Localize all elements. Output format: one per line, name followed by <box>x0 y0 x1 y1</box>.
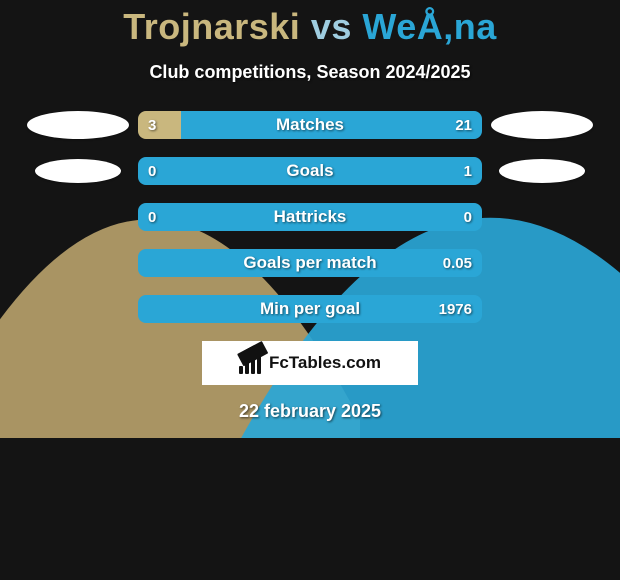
stat-row: 0.05Goals per match <box>0 249 620 277</box>
date-text: 22 february 2025 <box>0 401 620 422</box>
page-title: Trojnarski vs WeÅ‚na <box>0 6 620 48</box>
title-right: WeÅ‚na <box>362 6 496 47</box>
stat-bar: 1976Min per goal <box>138 295 482 323</box>
stat-row: 1976Min per goal <box>0 295 620 323</box>
bar-fill-right <box>138 203 482 231</box>
brand-text: FcTables.com <box>269 353 381 373</box>
stat-bar: 321Matches <box>138 111 482 139</box>
bar-fill-left <box>138 111 181 139</box>
stat-rows: 321Matches 01Goals 00Hattricks 0.05Goals pe… <box>0 111 620 323</box>
bar-fill-right <box>138 249 482 277</box>
bar-fill-right <box>138 157 482 185</box>
player-ellipse-left <box>35 159 121 183</box>
bar-fill-right <box>181 111 482 139</box>
ellipse-slot-left <box>18 111 138 139</box>
stat-bar: 01Goals <box>138 157 482 185</box>
subtitle: Club competitions, Season 2024/2025 <box>0 62 620 83</box>
stat-bar: 00Hattricks <box>138 203 482 231</box>
player-ellipse-right <box>491 111 593 139</box>
player-ellipse-right <box>499 159 585 183</box>
brand-box: FcTables.com <box>202 341 418 385</box>
ellipse-slot-right <box>482 111 602 139</box>
ellipse-slot-left <box>18 159 138 183</box>
bars-trend-icon <box>239 352 263 374</box>
stat-row: 321Matches <box>0 111 620 139</box>
stat-row: 00Hattricks <box>0 203 620 231</box>
ellipse-slot-right <box>482 159 602 183</box>
stat-row: 01Goals <box>0 157 620 185</box>
stat-bar: 0.05Goals per match <box>138 249 482 277</box>
bar-fill-right <box>138 295 482 323</box>
title-vs: vs <box>311 6 352 47</box>
title-left: Trojnarski <box>123 6 300 47</box>
player-ellipse-left <box>27 111 129 139</box>
